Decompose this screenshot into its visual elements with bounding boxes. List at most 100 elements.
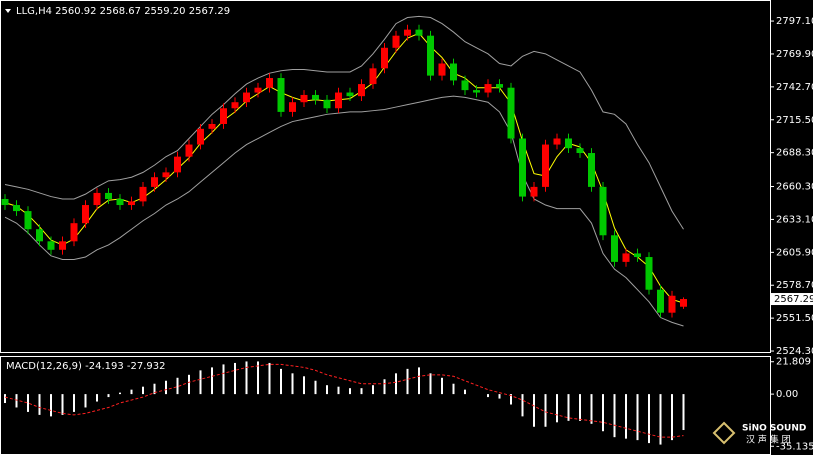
candle-body (174, 156, 181, 173)
macd-bar (429, 373, 432, 395)
macd-bar (510, 394, 512, 405)
macd-bar (245, 361, 248, 395)
macd-bar (464, 389, 466, 395)
candle-body (507, 87, 515, 139)
candle-body (24, 211, 32, 230)
y-tick-label: 2551.50 (776, 313, 813, 324)
candle-body (277, 78, 285, 112)
chart-title: LLG,H4 2560.92 2568.67 2559.20 2567.29 (16, 6, 230, 17)
macd-bar (107, 394, 110, 398)
candle-body (151, 177, 158, 187)
y-tick-label: 21.809 (776, 357, 811, 368)
candle-body (415, 29, 423, 36)
y-tick-label: 2688.30 (776, 148, 813, 159)
macd-bar (372, 385, 374, 395)
macd-bar (441, 377, 443, 395)
candle-body (36, 229, 43, 242)
macd-bar (153, 383, 156, 395)
macd-bar (84, 394, 87, 408)
candle-body (404, 29, 411, 36)
candle-body (312, 94, 319, 100)
macd-bar (383, 379, 386, 395)
candle-body (542, 144, 549, 187)
candle-body (220, 108, 227, 124)
candle-body (59, 241, 66, 250)
macd-bar (533, 394, 535, 427)
candle-body (519, 138, 526, 197)
macd-bar (682, 394, 685, 431)
macd-bar (234, 362, 236, 395)
y-tick-label: 2633.10 (776, 214, 813, 225)
candle-body (392, 35, 400, 48)
macd-bar (659, 394, 662, 445)
candle-body (450, 63, 457, 81)
candle-body (530, 186, 538, 197)
candle-body (576, 148, 584, 154)
candle-body (634, 253, 641, 258)
watermark-logo (712, 421, 736, 445)
candle-body (300, 94, 308, 103)
macd-bar (73, 394, 75, 412)
candle-body (231, 102, 239, 109)
candle-body (116, 198, 124, 206)
macd-bar (96, 394, 98, 402)
y-tick-label: 2797.10 (776, 16, 813, 27)
macd-bar (50, 394, 52, 417)
candle-body (105, 192, 112, 199)
macd-bar (314, 380, 317, 395)
candle-body (82, 205, 89, 224)
candle-body (611, 235, 618, 262)
macd-bar (326, 385, 328, 395)
macd-bar (142, 386, 144, 395)
macd-bar (567, 394, 570, 421)
macd-bar (165, 380, 167, 395)
candle-body (473, 90, 480, 93)
candle-body (484, 84, 492, 93)
menu-arrow[interactable] (5, 9, 11, 13)
macd-bar (395, 373, 397, 395)
main-frame (0, 0, 771, 353)
candle-body (668, 295, 676, 313)
candle-body (1, 198, 9, 206)
candle-body (565, 138, 572, 149)
candle-body (496, 84, 503, 88)
macd-bar (222, 364, 225, 395)
macd-bar (602, 394, 604, 432)
candle-body (438, 63, 446, 76)
candle-body (128, 201, 135, 206)
y-tick-label: 0.00 (776, 389, 798, 400)
macd-bar (61, 394, 64, 415)
macd-bar (130, 389, 133, 395)
y-tick-label: 2742.70 (776, 82, 813, 93)
macd-bar (579, 394, 581, 421)
indicator-line (4, 15, 684, 230)
macd-bar (406, 368, 409, 395)
macd-bar (268, 362, 271, 395)
candle-body (139, 186, 147, 202)
watermark-name: SiNO SOUND (742, 424, 806, 434)
y-tick-label: 2769.90 (776, 49, 813, 60)
candle-body (162, 172, 170, 178)
candle-body (335, 92, 342, 109)
candle-body (289, 102, 296, 112)
candle-body (588, 153, 595, 187)
candle-body (185, 144, 193, 157)
candle-body (358, 84, 365, 97)
macd-bar (544, 394, 547, 427)
candle-body (427, 35, 434, 76)
macd-bar (27, 394, 29, 412)
candle-body (197, 128, 204, 145)
candle-body (243, 92, 250, 103)
macd-bar (590, 394, 593, 424)
y-tick-label: 2660.30 (776, 182, 813, 193)
y-tick-label: 2605.90 (776, 247, 813, 258)
y-tick-label: 2524.30 (776, 346, 813, 357)
macd-bar (349, 388, 351, 395)
macd-bar (636, 394, 639, 441)
macd-bar (199, 370, 202, 395)
macd-bar (176, 377, 179, 395)
watermark-subtitle: 汉 声 集 团 (746, 434, 791, 446)
candle-body (461, 80, 469, 91)
price-tag (771, 293, 813, 306)
